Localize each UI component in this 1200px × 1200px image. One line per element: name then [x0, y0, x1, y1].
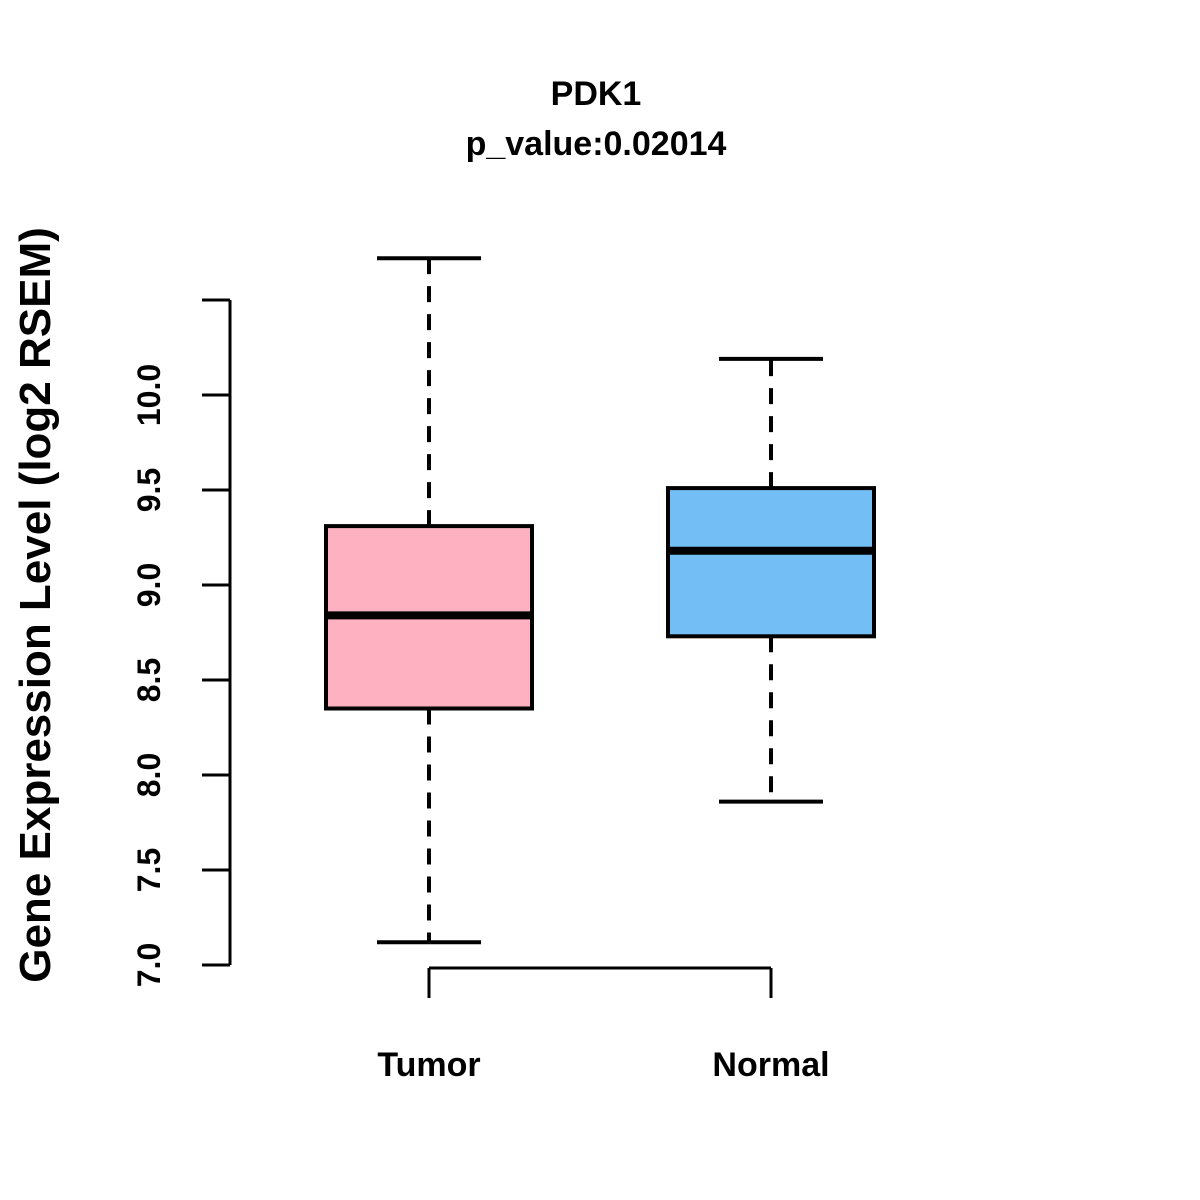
x-tick-label-normal: Normal	[712, 1046, 829, 1084]
y-axis-title: Gene Expression Level (log2 RSEM)	[11, 227, 60, 983]
chart-title: PDK1	[551, 75, 642, 113]
y-tick-label: 10.0	[131, 364, 167, 426]
y-tick-label: 7.0	[131, 943, 167, 987]
chart-subtitle-pvalue: p_value:0.02014	[466, 125, 727, 163]
y-tick-label: 8.0	[131, 753, 167, 797]
y-tick-label: 7.5	[131, 848, 167, 892]
plot-area: 7.0 7.5 8.0 8.5 9.0 9.5 10.0 Tumor Normal	[131, 256, 876, 1084]
y-tick-label: 9.5	[131, 468, 167, 512]
x-tick-label-tumor: Tumor	[377, 1046, 480, 1084]
y-tick-label: 8.5	[131, 658, 167, 702]
normal-iqr-box	[666, 486, 876, 639]
y-tick-label: 9.0	[131, 563, 167, 607]
